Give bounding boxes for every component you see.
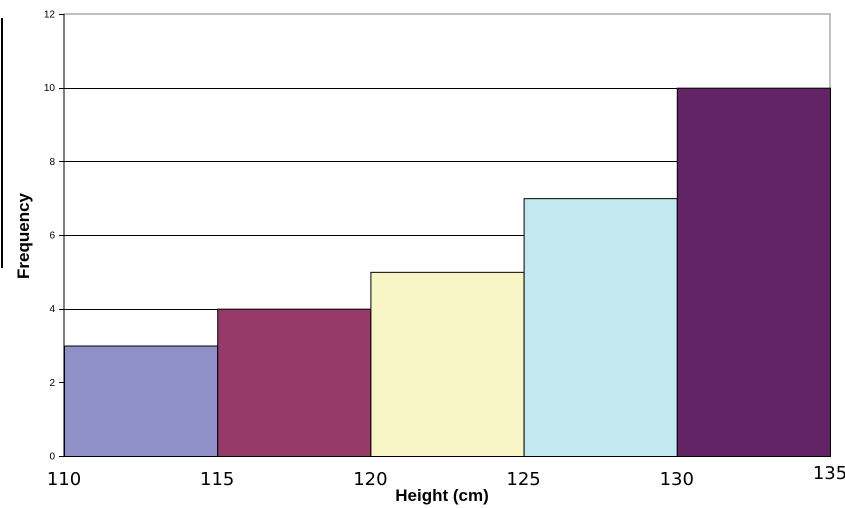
x-tick-label: 110 <box>47 469 81 490</box>
histogram-bar <box>217 308 372 457</box>
y-tick-label: 6 <box>49 231 55 242</box>
y-tick-label: 2 <box>49 378 55 389</box>
x-tick-labels: 110 115 120 125 130 135 <box>47 463 845 490</box>
x-axis-title: Height (cm) <box>395 486 489 505</box>
histogram-bar <box>676 87 831 458</box>
histogram-bar <box>64 345 219 457</box>
x-tick-label: 135 <box>813 463 845 484</box>
x-tick-label: 130 <box>660 469 694 490</box>
y-tick-label: 10 <box>44 83 56 94</box>
x-tick-label: 125 <box>506 469 540 490</box>
bars <box>64 87 831 458</box>
histogram-bar <box>523 198 678 458</box>
x-tick-label: 115 <box>200 469 234 490</box>
x-tick-label: 120 <box>353 469 387 490</box>
y-tick-label: 8 <box>49 157 55 168</box>
y-axis-title: Frequency <box>14 192 33 279</box>
y-tick-label: 4 <box>49 304 55 315</box>
histogram-bar <box>370 271 525 458</box>
y-tick-label: 0 <box>49 452 55 463</box>
y-tick-label: 12 <box>44 10 56 21</box>
y-tick-labels: 0 2 4 6 8 10 12 <box>44 10 64 463</box>
